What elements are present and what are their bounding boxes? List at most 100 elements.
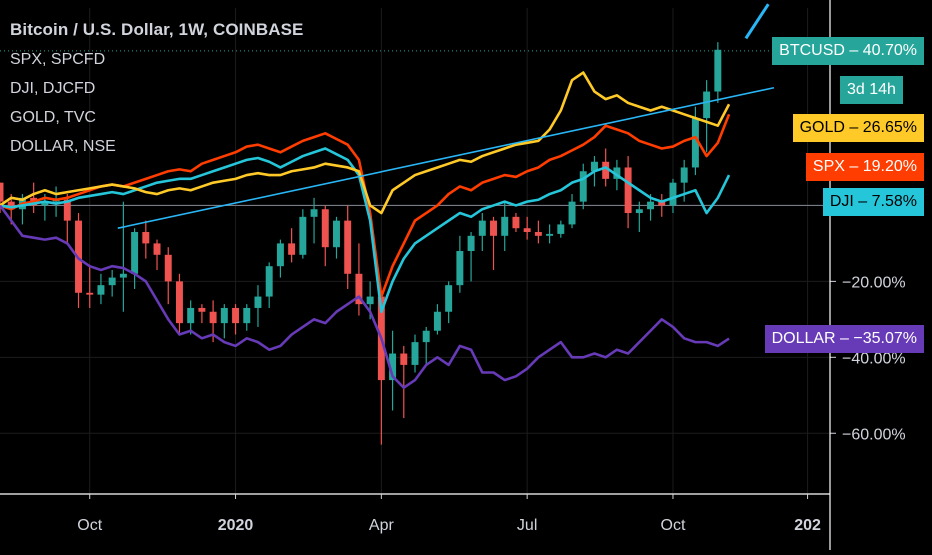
btc-candle-25 (276, 243, 284, 267)
x-tick-label-1: 2020 (218, 517, 254, 534)
x-tick-label-2: Apr (369, 517, 395, 534)
price-label-value: 26.65% (862, 119, 917, 137)
btc-candle-1 (7, 201, 15, 210)
axes (0, 0, 836, 550)
btc-candle-63 (703, 91, 711, 119)
btc-candle-40 (445, 285, 453, 312)
legend-dji[interactable]: DJI, DJCFD (10, 80, 96, 97)
y-tick-label-2: −40.00% (842, 350, 906, 367)
btc-candle-35 (389, 353, 397, 381)
btc-candle-36 (400, 353, 408, 365)
price-label-value: 19.20% (862, 157, 917, 175)
btc-candle-30 (333, 220, 340, 248)
x-axis-labels: Oct 2020 Apr Jul Oct 202 (77, 517, 821, 534)
btc-candle-9 (97, 285, 105, 295)
btc-candle-53 (590, 161, 598, 172)
price-label-name: BTCUSD – (779, 41, 863, 59)
btc-candle-64 (714, 49, 722, 92)
trendline-layer (117, 3, 775, 230)
btc-candle-13 (142, 232, 150, 244)
y-tick-label-3: −60.00% (842, 426, 906, 443)
legend-dollar[interactable]: DOLLAR, NSE (10, 138, 116, 155)
btc-candle-26 (288, 243, 296, 255)
price-label-value: 40.70% (862, 41, 917, 59)
btc-candle-18 (198, 307, 206, 312)
btc-candle-48 (534, 232, 542, 236)
btc-candle-47 (523, 228, 531, 233)
btc-candle-14 (153, 243, 161, 255)
btc-arrow-line (744, 3, 770, 40)
btc-candle-46 (512, 216, 520, 229)
btc-candle-24 (265, 266, 273, 297)
btc-candle-41 (456, 251, 464, 286)
btc-candle-42 (467, 235, 475, 251)
btc-candle-0 (0, 182, 4, 202)
btc-candle-10 (108, 277, 116, 286)
price-label-name: DOLLAR – (771, 329, 854, 347)
comparison-series (0, 71, 731, 389)
btc-candle-50 (557, 224, 565, 234)
btc-candle-28 (310, 209, 318, 217)
chart-legend: Bitcoin / U.S. Dollar, 1W, COINBASE SPX,… (10, 20, 304, 156)
btc-candle-20 (220, 307, 228, 324)
btc-candle-62 (691, 118, 699, 168)
y-tick-label-1: −20.00% (842, 274, 906, 291)
btc-candle-58 (647, 201, 655, 210)
legend-spx[interactable]: SPX, SPCFD (10, 51, 106, 68)
btc-candle-31 (344, 220, 352, 274)
price-label-name: SPX – (812, 157, 863, 175)
btc-candle-29 (321, 209, 329, 248)
btc-candle-21 (232, 307, 240, 324)
btc-candle-45 (501, 216, 509, 236)
price-label-name: GOLD – (799, 119, 863, 137)
btc-candle-38 (422, 330, 430, 343)
price-label-btcusd[interactable]: BTCUSD – 40.70% (772, 36, 924, 65)
legend-title[interactable]: Bitcoin / U.S. Dollar, 1W, COINBASE (10, 20, 304, 39)
btc-candle-61 (680, 167, 688, 183)
btc-candle-49 (546, 233, 554, 236)
btc-candle-37 (411, 342, 419, 365)
btc-candle-17 (187, 307, 195, 324)
price-label-value: 3d 14h (847, 80, 896, 98)
x-tick-label-4: Oct (661, 517, 686, 534)
btc-candle-44 (490, 220, 497, 236)
btc-candle-8 (86, 292, 94, 295)
btc-candle-32 (355, 273, 363, 305)
btc-candle-23 (254, 296, 262, 308)
btc-candle-6 (63, 199, 71, 221)
btc-candle-12 (131, 232, 139, 274)
zero-line-layer (0, 50, 830, 207)
price-label-value: −35.07% (853, 329, 917, 347)
price-label-spx[interactable]: SPX – 19.20% (805, 152, 924, 181)
series-dji[interactable] (0, 147, 731, 314)
btc-candle-19 (209, 311, 217, 324)
x-tick-label-5: 202 (794, 517, 821, 534)
price-label-dollar[interactable]: DOLLAR – −35.07% (764, 324, 924, 353)
btc-candle-51 (568, 201, 576, 225)
trendline[interactable] (117, 86, 775, 230)
btc-candle-60 (669, 182, 677, 206)
grid-layer (0, 8, 830, 494)
btc-candle-33 (366, 296, 374, 305)
btc-candle-4 (41, 201, 49, 206)
price-label-value: 7.58% (871, 193, 917, 211)
btc-candle-27 (299, 216, 307, 255)
price-label-gold[interactable]: GOLD – 26.65% (792, 114, 924, 143)
y-axis-labels: 0.00%−20.00%−40.00%−60.00% (842, 198, 906, 443)
price-label-dji[interactable]: DJI – 7.58% (822, 188, 924, 217)
price-label-countdown[interactable]: 3d 14h (840, 75, 903, 104)
btc-candle-55 (613, 167, 621, 179)
btc-candle-43 (478, 220, 486, 236)
series-dollar[interactable] (0, 204, 730, 389)
x-tick-label-0: Oct (77, 517, 102, 534)
btc-candle-57 (635, 209, 643, 214)
price-label-name: DJI – (829, 193, 872, 211)
btc-candle-56 (624, 167, 632, 214)
btc-candle-54 (602, 161, 610, 179)
series-gold[interactable] (0, 71, 731, 215)
btc-candle-15 (164, 254, 172, 282)
legend-gold[interactable]: GOLD, TVC (10, 109, 96, 126)
btc-candle-52 (579, 171, 587, 202)
